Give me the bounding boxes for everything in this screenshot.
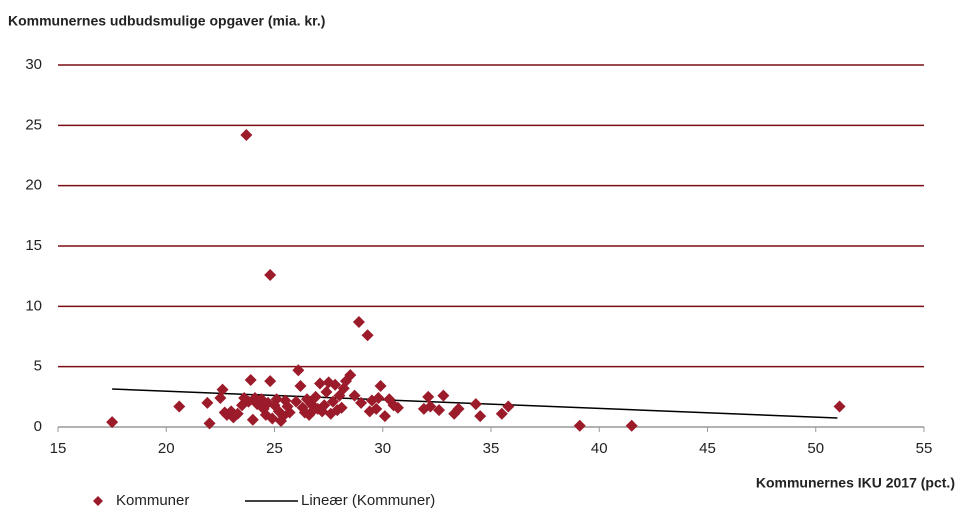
x-tick-label: 55 [916,440,933,457]
x-tick-label: 50 [807,440,824,457]
point [422,390,435,403]
point [625,419,638,432]
point [495,407,508,420]
point [264,268,277,281]
point [283,406,296,419]
chart-title: Kommunernes udbudsmulige opgaver (mia. k… [8,13,325,29]
point [573,419,586,432]
x-axis-title: Kommunernes IKU 2017 (pct.) [756,475,955,491]
point [201,396,214,409]
x-tick-label: 40 [591,440,608,457]
point [326,395,339,408]
point [320,386,333,399]
y-tick-label: 5 [34,358,42,375]
point [833,400,846,413]
point [294,379,307,392]
point [433,404,446,417]
y-tick-label: 0 [34,418,42,435]
point [313,377,326,390]
point [374,379,387,392]
point [216,383,229,396]
point [249,392,262,405]
legend-marker [93,496,103,506]
x-tick-label: 15 [50,440,67,457]
point [106,416,119,429]
point [361,329,374,342]
point [203,417,216,430]
y-tick-label: 15 [25,237,42,254]
point [355,396,368,409]
x-tick-label: 45 [699,440,716,457]
point [264,375,277,388]
legend-label: Lineær (Kommuner) [301,492,435,509]
point [231,407,244,420]
point [372,392,385,405]
x-tick-label: 20 [158,440,175,457]
point [290,395,303,408]
point [292,364,305,377]
point [309,390,322,403]
point [344,369,357,382]
point [437,389,450,402]
y-tick-label: 25 [25,116,42,133]
x-tick-label: 30 [374,440,391,457]
point [329,378,342,391]
legend-label: Kommuner [116,492,189,509]
x-tick-label: 25 [266,440,283,457]
point [270,393,283,406]
point [370,402,383,415]
point [378,410,391,423]
y-tick-label: 30 [25,56,42,73]
point [348,389,361,402]
point [474,410,487,423]
point [173,400,186,413]
point [335,401,348,414]
point [391,401,404,414]
point [469,398,482,411]
x-tick-label: 35 [483,440,500,457]
point [214,392,227,405]
point [240,128,253,141]
y-tick-label: 10 [25,297,42,314]
point [266,412,279,425]
y-tick-label: 20 [25,177,42,194]
point [452,402,465,415]
point [352,316,365,329]
point [318,399,331,412]
point [424,400,437,413]
point [502,400,515,413]
point [244,373,257,386]
point [246,413,259,426]
